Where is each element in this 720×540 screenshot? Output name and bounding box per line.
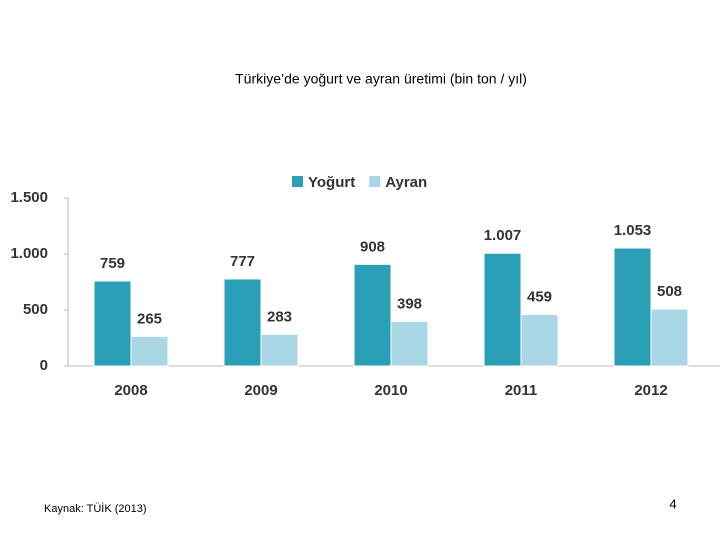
bar (130, 335, 169, 367)
bar (390, 320, 429, 367)
x-tick-label: 2008 (114, 382, 147, 399)
bar (260, 333, 299, 367)
y-tick-label: 500 (23, 301, 48, 318)
source: Kaynak: TÜİK (2013) (44, 502, 147, 515)
y-tick-label: 1.000 (10, 245, 48, 262)
bar (483, 252, 522, 367)
x-tick-label: 2010 (374, 382, 407, 399)
y-tick-label: 1.500 (10, 189, 48, 206)
x-tick-label: 2009 (244, 382, 277, 399)
data-label: 283 (267, 308, 292, 325)
bar (520, 314, 559, 367)
legend-swatch (292, 176, 303, 187)
legend-label: Yoğurt (308, 174, 355, 191)
x-tick-label: 2011 (505, 382, 538, 399)
chart-title: Türkiye’de yoğurt ve ayran üretimi (bin … (235, 71, 527, 87)
bar (650, 308, 689, 367)
data-label: 459 (527, 289, 552, 306)
data-label: 759 (100, 255, 125, 272)
data-label: 398 (397, 295, 422, 312)
data-label: 777 (230, 253, 255, 270)
y-tick-label: 0 (40, 357, 48, 374)
page-number: 4 (669, 496, 676, 511)
bar (223, 278, 262, 367)
bar (93, 280, 132, 367)
data-label: 1.007 (484, 227, 522, 244)
legend-swatch (369, 176, 381, 187)
data-label: 1.053 (614, 222, 652, 239)
data-label: 265 (137, 310, 162, 327)
data-label: 508 (657, 283, 682, 300)
bar (353, 263, 392, 367)
bar (613, 247, 652, 367)
legend-label: Ayran (385, 174, 427, 191)
data-label: 908 (360, 238, 385, 255)
x-tick-label: 2012 (634, 382, 667, 399)
